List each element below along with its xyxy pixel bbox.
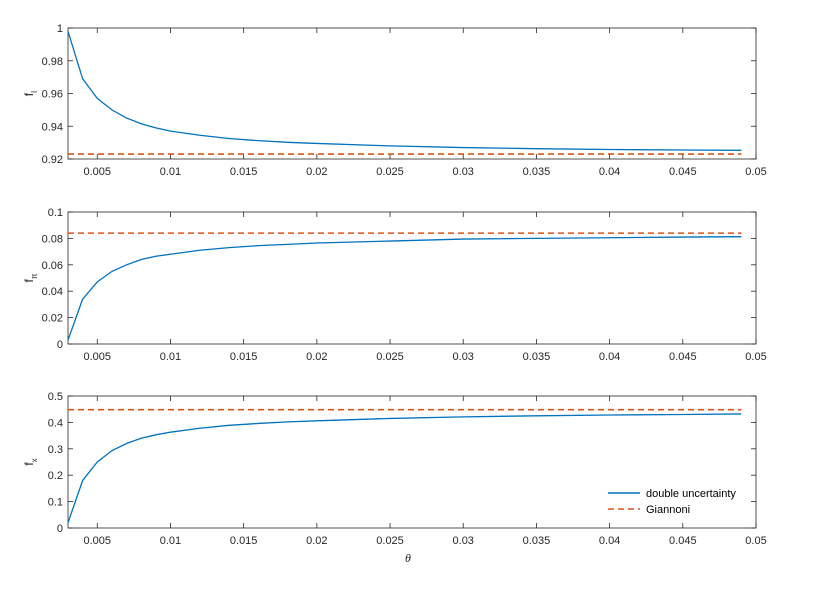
y-axis-label-subscript: π (30, 273, 39, 279)
axes-box (67, 211, 757, 345)
y-tick-label: 0.06 (42, 260, 63, 272)
x-tick-label: 0.05 (745, 535, 766, 547)
y-tick-label: 0.1 (48, 207, 63, 219)
series-line-double-uncertainty (67, 413, 742, 523)
y-axis-label-subscript: I (30, 91, 39, 93)
x-tick-label: 0.025 (376, 166, 404, 178)
subplot-2: 0.005 0.01 0.015 0.02 0.025 0.03 0.035 0.04 0.04… (22, 207, 767, 363)
y-tick-label: 0.2 (48, 470, 63, 482)
legend-entry-label: double uncertainty (646, 488, 736, 500)
x-tick-label: 0.005 (84, 535, 112, 547)
x-tick-label: 0.01 (160, 166, 181, 178)
x-tick-label: 0.04 (599, 166, 620, 178)
x-axis-label: θ (405, 551, 411, 565)
x-tick-label: 0.01 (160, 351, 181, 363)
y-tick-label: 0.08 (42, 233, 63, 245)
subplot-3: 0.005 0.01 0.015 0.02 0.025 0.03 0.035 0.04 0.04… (22, 391, 767, 565)
x-tick-label: 0.02 (306, 351, 327, 363)
y-tick-label: 0.3 (48, 444, 63, 456)
x-tick-label: 0.04 (599, 535, 620, 547)
x-tick-label: 0.015 (230, 351, 258, 363)
x-tick-label: 0.045 (669, 166, 697, 178)
x-tick-label: 0.035 (523, 535, 551, 547)
y-tick-label: 0.1 (48, 497, 63, 509)
series-line-double-uncertainty (67, 236, 742, 341)
y-tick-label: 0.04 (42, 286, 63, 298)
x-tick-label: 0.01 (160, 535, 181, 547)
x-tick-label: 0.03 (453, 166, 474, 178)
x-tick-label: 0.005 (84, 351, 112, 363)
x-tick-label: 0.015 (230, 535, 258, 547)
x-tick-label: 0.025 (376, 535, 404, 547)
y-tick-label: 0.5 (48, 391, 63, 403)
y-tick-label: 1 (57, 23, 63, 35)
y-tick-label: 0.92 (42, 154, 63, 166)
y-tick-label: 0.94 (42, 121, 63, 133)
x-tick-label: 0.03 (453, 351, 474, 363)
x-tick-label: 0.04 (599, 351, 620, 363)
y-axis-label-subscript: x (30, 458, 39, 462)
y-tick-label: 0 (57, 523, 63, 535)
y-axis-label: fπ (22, 273, 39, 282)
x-tick-label: 0.005 (84, 166, 112, 178)
y-tick-label: 0.02 (42, 313, 63, 325)
x-tick-label: 0.02 (306, 166, 327, 178)
legend: double uncertainty Giannoni (601, 481, 749, 521)
legend-entry-label: Giannoni (646, 504, 690, 516)
x-tick-label: 0.02 (306, 535, 327, 547)
x-tick-label: 0.045 (669, 535, 697, 547)
x-tick-label: 0.035 (523, 351, 551, 363)
y-tick-label: 0 (57, 339, 63, 351)
y-axis-label: fx (22, 458, 39, 465)
series-line-double-uncertainty (67, 31, 742, 151)
x-tick-label: 0.03 (453, 535, 474, 547)
x-tick-label: 0.035 (523, 166, 551, 178)
x-tick-label: 0.045 (669, 351, 697, 363)
subplot-1: 0.005 0.01 0.015 0.02 0.025 0.03 0.035 0.04 0.04… (22, 23, 767, 178)
y-axis-label: fI (22, 91, 39, 97)
x-tick-label: 0.015 (230, 166, 258, 178)
y-tick-label: 0.4 (48, 417, 63, 429)
x-tick-label: 0.05 (745, 166, 766, 178)
y-axis-label-main: f (22, 92, 36, 96)
x-tick-label: 0.05 (745, 351, 766, 363)
y-axis-label-main: f (22, 462, 36, 466)
y-axis-label-main: f (22, 278, 36, 282)
y-tick-label: 0.98 (42, 56, 63, 68)
axes-box (67, 395, 757, 529)
legend-box (601, 481, 749, 521)
x-tick-label: 0.025 (376, 351, 404, 363)
y-tick-label: 0.96 (42, 89, 63, 101)
